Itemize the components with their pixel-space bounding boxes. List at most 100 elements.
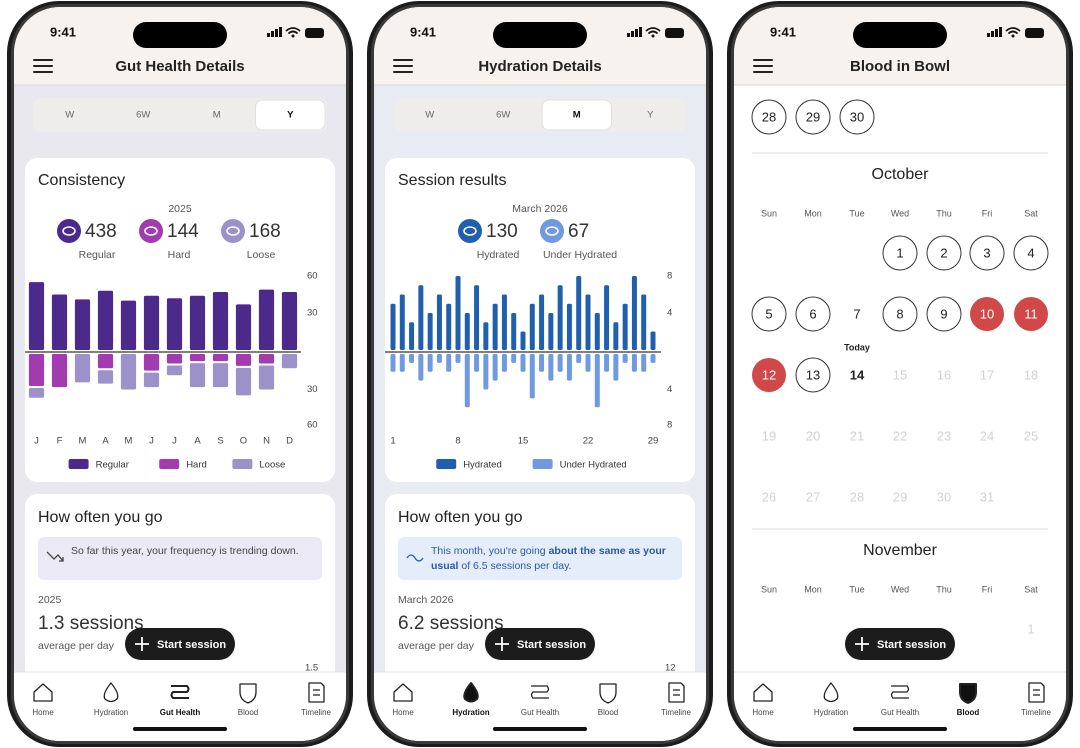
signal-bar	[627, 33, 630, 37]
day-number[interactable]: 28	[762, 109, 776, 124]
bar	[622, 303, 628, 350]
tab-label[interactable]: Gut Health	[160, 708, 201, 717]
day-number[interactable]: 13	[806, 367, 820, 382]
tab-label[interactable]: Timeline	[1021, 708, 1051, 717]
segment-active[interactable]	[255, 99, 326, 131]
tab-icon[interactable]	[1028, 682, 1045, 703]
day-number: 24	[980, 428, 994, 443]
tab-label[interactable]: Gut Health	[521, 708, 559, 717]
segment-label[interactable]: M	[213, 110, 221, 121]
day-number[interactable]: 12	[762, 367, 776, 382]
stat-value: 144	[167, 221, 199, 242]
bar	[97, 290, 114, 350]
chart-subtitle: 2025	[168, 203, 192, 215]
dynamic-island	[493, 22, 587, 48]
segment-label[interactable]: 6W	[136, 110, 150, 121]
wifi-dot	[1011, 34, 1015, 38]
tab-icon[interactable]	[170, 685, 190, 699]
day-number[interactable]: 9	[940, 306, 947, 321]
day-number[interactable]: 8	[896, 306, 903, 321]
weekday: Wed	[891, 208, 909, 218]
start-session-button[interactable]	[125, 628, 235, 660]
tab-label[interactable]: Home	[392, 708, 414, 717]
segment-label[interactable]: W	[425, 110, 434, 121]
bar	[539, 294, 545, 350]
day-number[interactable]: 4	[1027, 245, 1034, 260]
tab-icon[interactable]	[103, 682, 119, 703]
legend-label: Regular	[96, 460, 129, 471]
x-tick-label: O	[240, 436, 247, 447]
segment-active[interactable]	[541, 99, 612, 131]
tab-label[interactable]: Home	[32, 708, 54, 717]
tab-icon[interactable]	[308, 682, 325, 703]
status-time: 9:41	[410, 24, 436, 39]
tab-label[interactable]: Timeline	[661, 708, 691, 717]
day-number[interactable]: 3	[983, 245, 990, 260]
wifi-dot	[651, 34, 655, 38]
day-number[interactable]: 6	[809, 306, 816, 321]
y-tick-label: 12	[665, 663, 676, 674]
tab-icon[interactable]	[753, 683, 773, 702]
tab-label[interactable]: Blood	[598, 708, 618, 717]
wifi-icon	[645, 27, 661, 35]
segment-label[interactable]: 6W	[496, 110, 510, 121]
tab-icon[interactable]	[599, 683, 617, 704]
segment-label[interactable]: Y	[287, 110, 294, 121]
tab-icon[interactable]	[959, 683, 977, 704]
day-number[interactable]: 10	[980, 306, 994, 321]
button-label[interactable]: Start session	[517, 639, 586, 651]
tab-label[interactable]: Hydration	[814, 708, 848, 717]
tab-label[interactable]: Hydration	[94, 708, 128, 717]
tab-icon[interactable]	[668, 682, 685, 703]
x-tick-label: 1	[390, 436, 395, 447]
bar	[529, 354, 535, 399]
average: 1.3 sessions	[38, 613, 144, 634]
weekday: Sat	[1024, 208, 1038, 218]
bar	[604, 354, 610, 372]
tab-icon[interactable]	[530, 685, 550, 699]
x-tick-label: J	[172, 436, 177, 447]
segment-label[interactable]: W	[65, 110, 74, 121]
tab-label[interactable]: Hydration	[452, 708, 489, 717]
button-label[interactable]: Start session	[157, 639, 226, 651]
stat-label: Hard	[168, 249, 191, 261]
day-number[interactable]: 29	[806, 109, 820, 124]
day-number[interactable]: 7	[853, 306, 860, 321]
bar	[418, 285, 424, 350]
tab-icon[interactable]	[823, 682, 839, 703]
day-number[interactable]: 30	[850, 109, 864, 124]
period: March 2026	[398, 594, 454, 606]
tab-icon[interactable]	[239, 683, 257, 704]
day-number[interactable]: 5	[765, 306, 772, 321]
day-number[interactable]: 14	[850, 367, 865, 382]
tab-label[interactable]: Blood	[957, 708, 980, 717]
tab-label[interactable]: Timeline	[301, 708, 331, 717]
segment-label[interactable]: M	[573, 110, 581, 121]
button-label[interactable]: Start session	[877, 639, 946, 651]
day-number: 18	[1024, 367, 1038, 382]
day-number[interactable]: 1	[896, 245, 903, 260]
start-session-button[interactable]	[485, 628, 595, 660]
bar	[566, 303, 572, 350]
day-number[interactable]: 2	[940, 245, 947, 260]
phone: 9:41 Hydration Details W 6W M Y Session result…	[365, 0, 715, 748]
segment-label[interactable]: Y	[647, 110, 654, 121]
card-title: How often you go	[38, 509, 163, 526]
start-session-button[interactable]	[845, 628, 955, 660]
day-number[interactable]: 11	[1024, 306, 1038, 321]
tab-label[interactable]: Home	[752, 708, 774, 717]
tab-icon[interactable]	[890, 685, 910, 699]
tab-icon[interactable]	[393, 683, 413, 702]
tab-icon[interactable]	[33, 683, 53, 702]
bar	[409, 322, 415, 350]
bar	[258, 289, 275, 350]
tab-label[interactable]: Gut Health	[881, 708, 919, 717]
chart-subtitle: March 2026	[512, 203, 568, 215]
day-blood	[752, 358, 786, 392]
tab-label[interactable]: Blood	[238, 708, 258, 717]
header-title: Blood in Bowl	[850, 58, 950, 75]
legend-swatch	[68, 459, 89, 469]
tab-icon[interactable]	[463, 682, 479, 703]
bar	[446, 354, 452, 372]
